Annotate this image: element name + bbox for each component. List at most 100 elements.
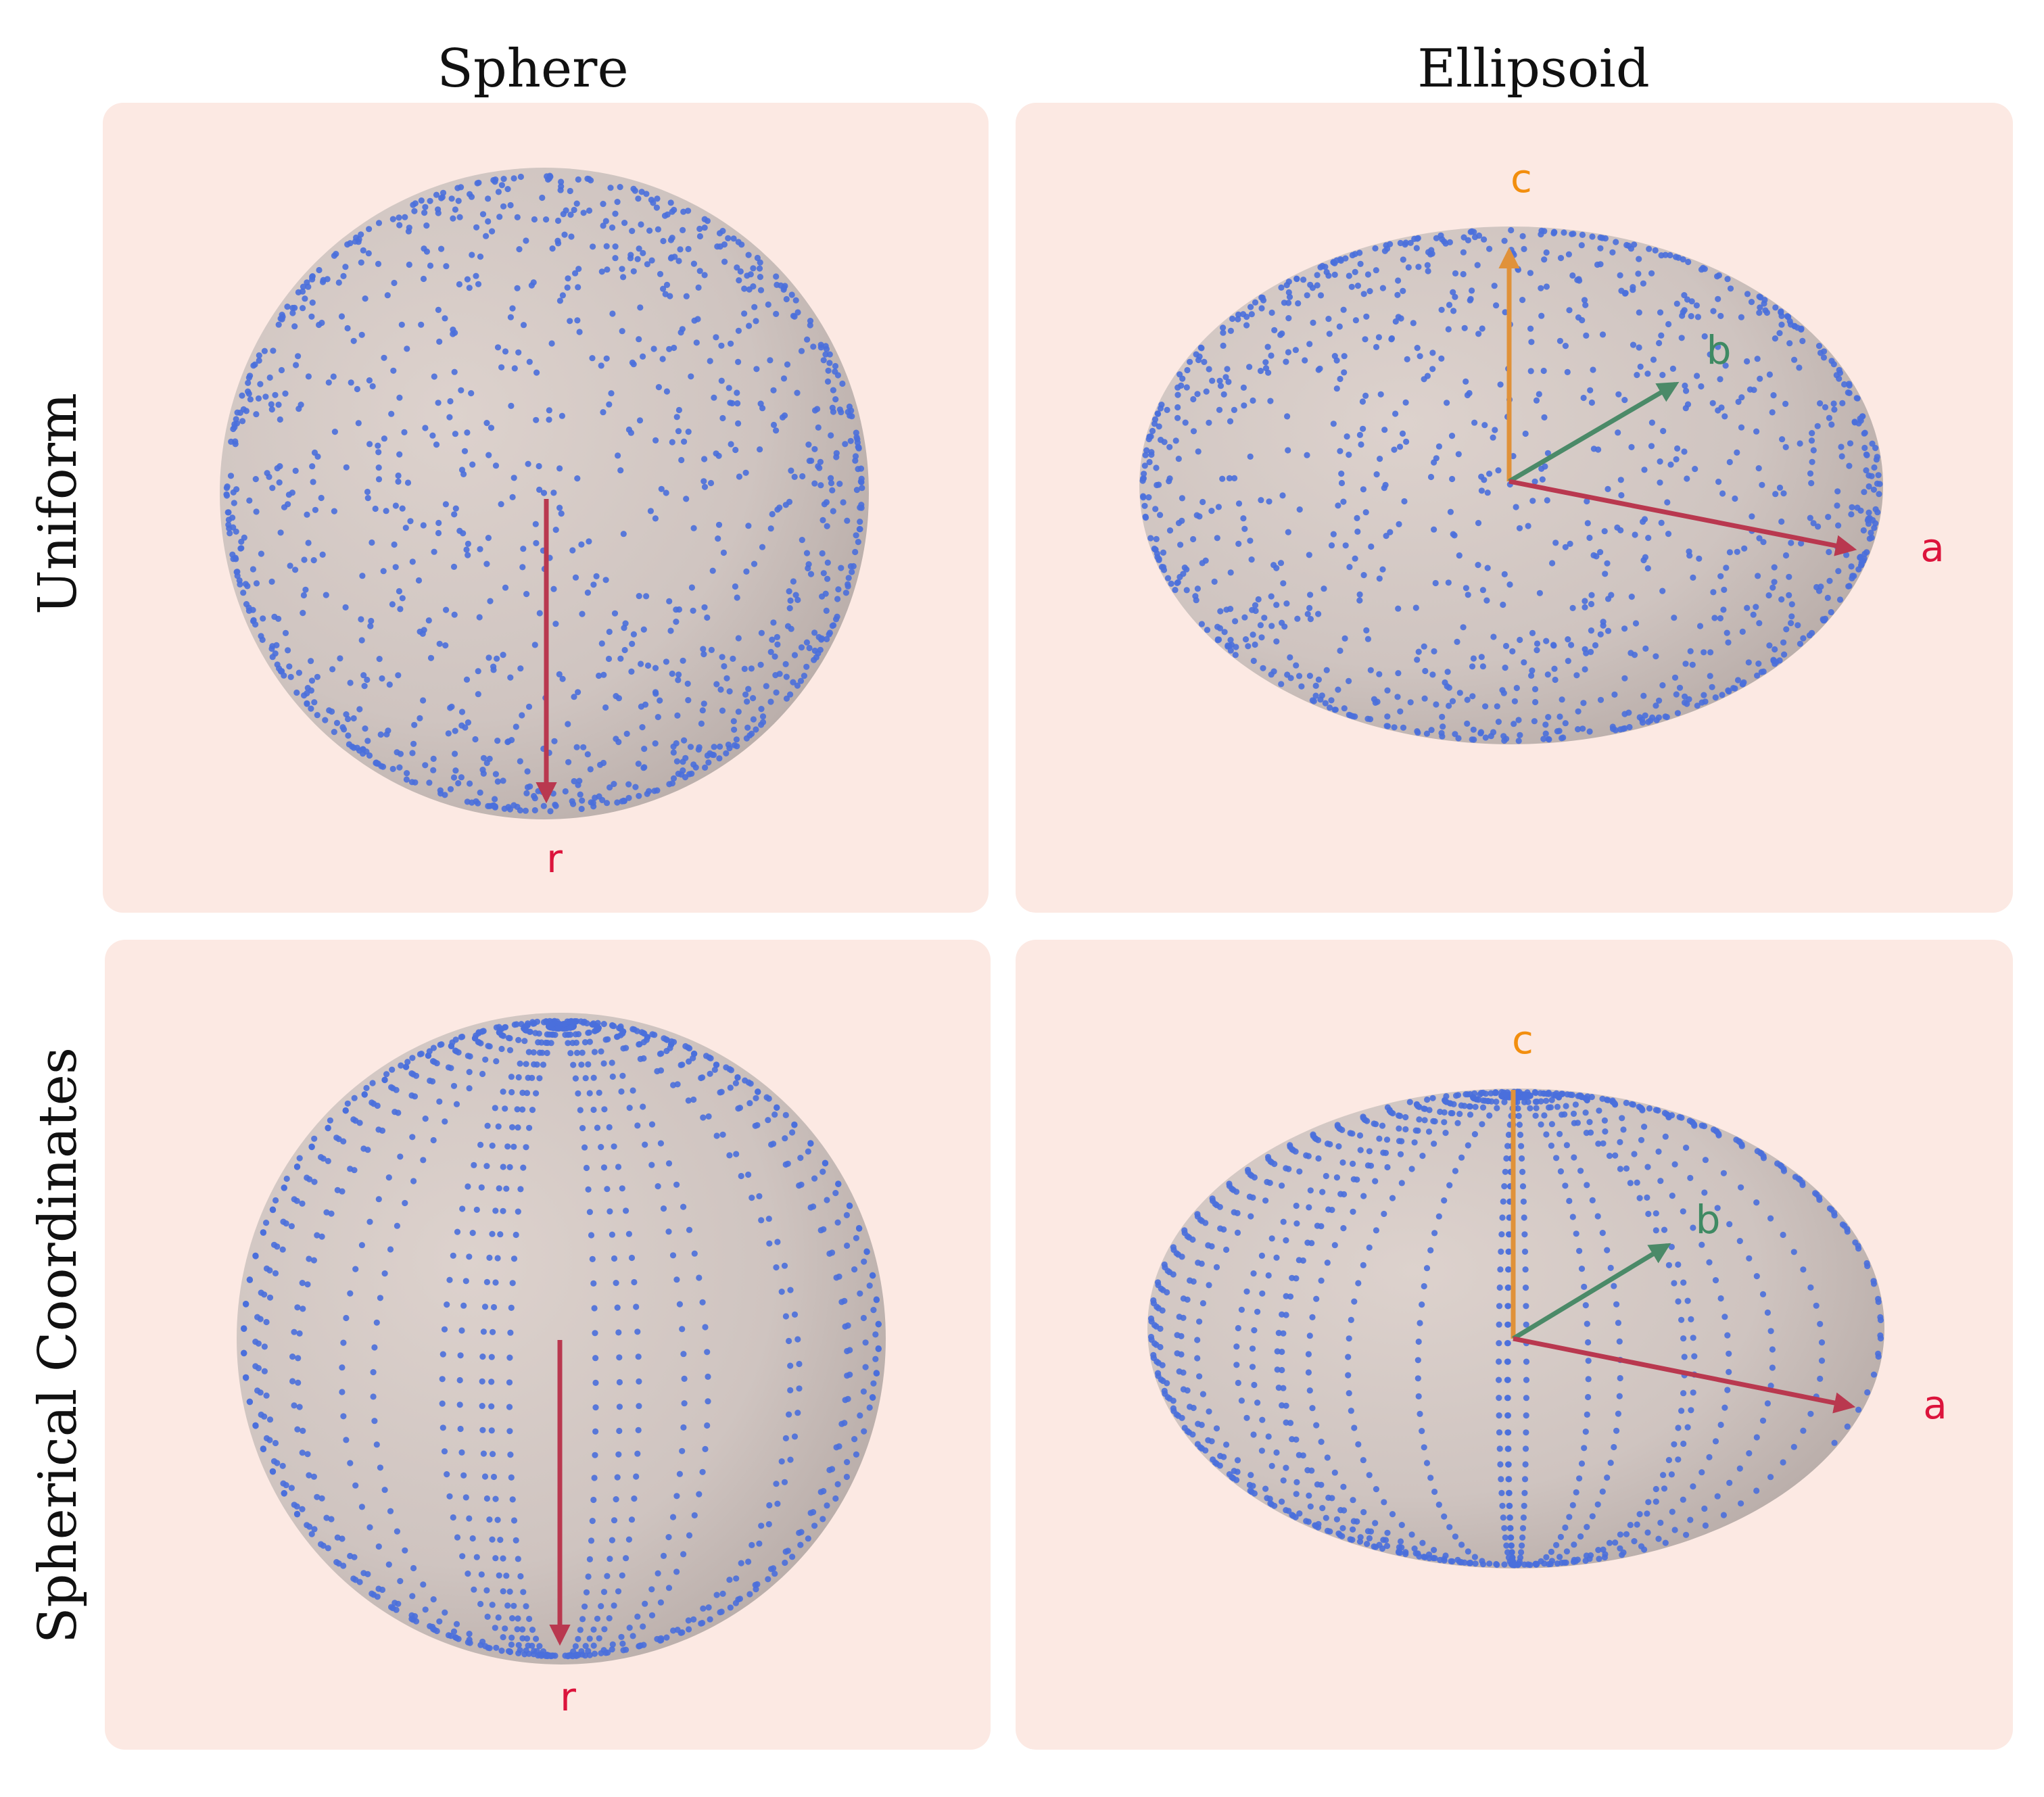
sample-point [1139,475,1147,482]
sample-point [293,1197,300,1204]
sample-point [629,1026,636,1032]
sample-point [741,310,748,317]
sample-point [609,1537,616,1543]
sample-point [694,316,701,322]
sample-point [1615,391,1622,398]
sample-point [600,1060,607,1067]
sample-point [1645,535,1652,542]
sample-point [499,1032,506,1038]
sample-point [1250,1431,1257,1438]
sample-point [1586,534,1593,542]
sample-point [252,361,258,368]
sample-point [1828,1206,1835,1213]
sample-point [1581,1283,1588,1290]
sample-point [283,1175,290,1182]
sample-point [1350,1497,1356,1504]
sample-point [1759,1417,1767,1424]
sample-point [1469,663,1476,670]
sample-point [1455,451,1462,458]
sample-point [817,482,824,489]
sample-point [786,1411,792,1418]
sample-point [1232,652,1239,658]
sample-point [1711,615,1718,621]
sample-point [1397,1538,1404,1545]
sample-point [713,1132,720,1139]
sample-point [1458,1559,1465,1566]
sample-point [1613,1301,1620,1308]
sample-point [594,1124,601,1131]
sample-point [602,577,609,583]
sample-point [609,1641,616,1648]
sample-point [679,326,686,333]
sample-point [1362,336,1369,343]
sample-point [1798,326,1805,333]
sample-point [1415,1375,1421,1382]
sample-point [1696,623,1704,629]
sample-point [1815,343,1823,350]
sample-point [794,389,801,396]
sample-point [1516,1122,1523,1128]
sample-point [1234,1209,1241,1216]
sample-point [1286,293,1293,300]
sample-point [436,1098,443,1105]
sample-point [617,655,624,662]
sample-point [333,719,341,726]
sample-point [554,217,562,224]
sample-point [1552,540,1559,546]
sample-point [1548,1121,1555,1128]
sample-point [1504,1285,1511,1291]
sample-point [1318,692,1325,699]
sample-point [1551,229,1558,236]
sample-point [293,1503,300,1510]
sample-point [1602,1128,1609,1135]
sample-point [1350,1208,1356,1215]
sample-point [1707,673,1713,679]
sample-point [1395,605,1402,612]
sample-point [647,508,655,514]
sample-point [422,425,429,431]
sample-point [255,1340,262,1347]
sample-point [1634,1179,1640,1186]
sample-point [1638,1105,1644,1111]
sample-point [1498,1476,1504,1483]
sample-point [1452,731,1458,738]
sample-point [1225,379,1232,385]
sample-point [719,707,726,714]
sample-point [853,487,860,494]
sample-point [1660,427,1667,435]
sample-point [727,1084,734,1091]
sample-point [477,546,483,552]
sample-point [575,689,581,696]
sample-point [381,1487,388,1493]
sample-point [383,508,389,514]
sample-point [727,1604,734,1611]
sample-point [465,719,472,726]
sample-point [1238,1306,1245,1313]
sample-point [615,695,623,702]
axis-label-c: c [1511,155,1532,201]
sample-point [398,321,405,328]
sample-point [1387,529,1394,535]
sample-point [845,1395,851,1402]
sample-point [572,1643,579,1650]
sample-point [746,1591,753,1598]
sample-point [1734,449,1740,456]
sample-point [866,1283,873,1289]
sample-point [1309,1314,1316,1320]
sample-point [669,1252,677,1259]
sample-point [473,1206,480,1213]
sample-point [1652,247,1659,254]
sample-point [1665,531,1672,537]
sample-point [256,357,262,364]
sample-point [1531,478,1538,485]
sample-point [1581,297,1588,304]
sample-point [548,340,555,347]
sample-point [621,625,627,631]
sample-point [625,781,632,788]
sample-point [1572,1558,1579,1564]
sample-point [592,1428,599,1435]
sample-point [648,1586,655,1593]
sample-point [1613,1427,1620,1434]
sample-point [411,208,418,214]
sample-point [781,1479,788,1485]
